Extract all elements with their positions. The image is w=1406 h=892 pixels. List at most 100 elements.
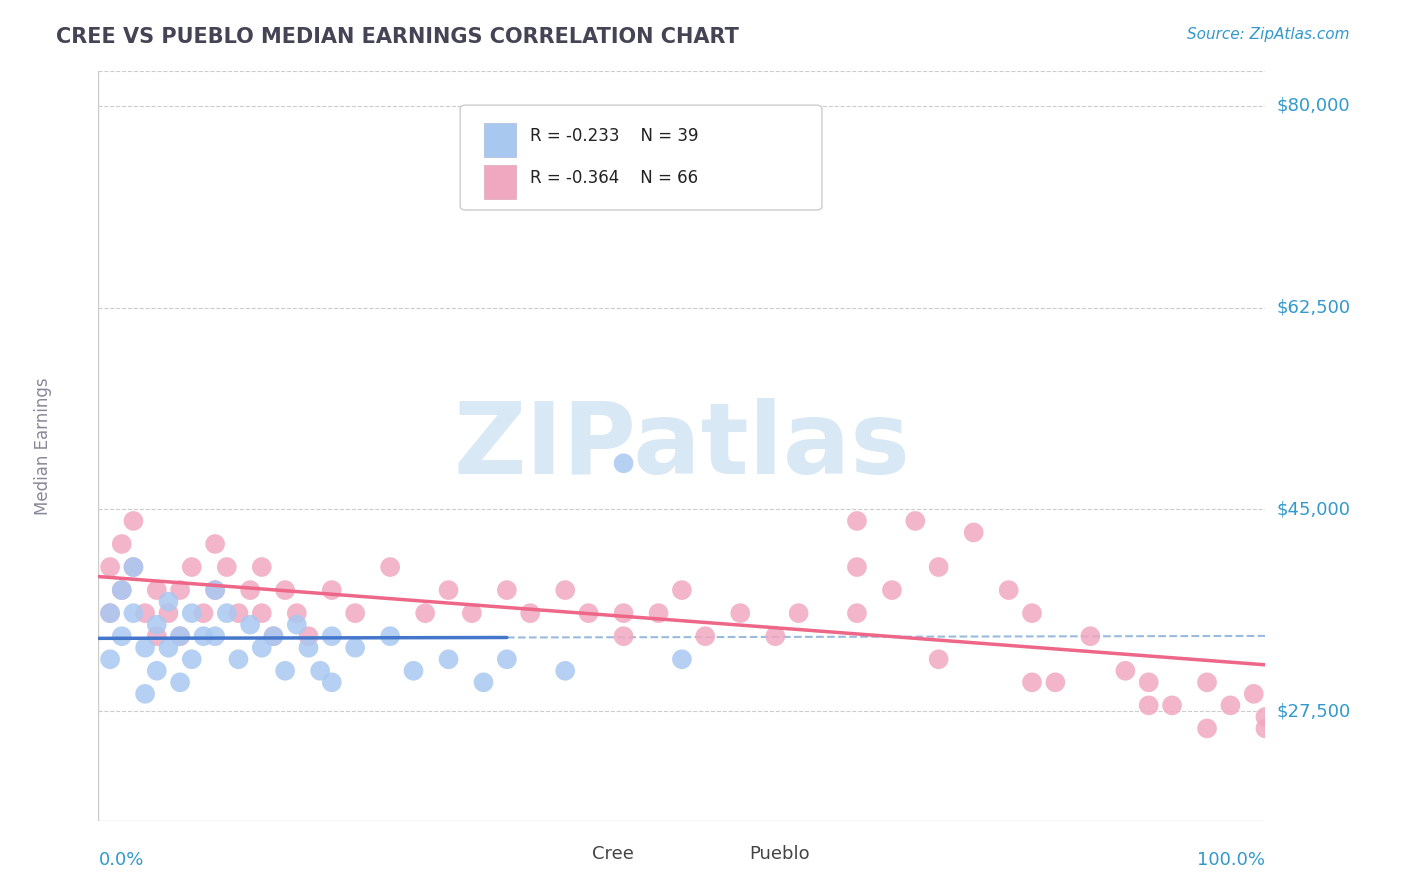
Text: 0.0%: 0.0% (98, 851, 143, 869)
Text: CREE VS PUEBLO MEDIAN EARNINGS CORRELATION CHART: CREE VS PUEBLO MEDIAN EARNINGS CORRELATI… (56, 27, 740, 46)
Point (763, 629, 786, 643)
Point (496, 583, 519, 598)
FancyBboxPatch shape (484, 123, 516, 157)
Point (204, 583, 226, 598)
Point (297, 629, 319, 643)
Point (671, 583, 693, 598)
Point (413, 606, 436, 620)
Point (239, 617, 262, 632)
FancyBboxPatch shape (484, 165, 516, 199)
Point (146, 617, 169, 632)
Point (98, 606, 121, 620)
Point (1197, 675, 1219, 690)
Point (612, 606, 634, 620)
Point (1080, 629, 1102, 643)
Text: $80,000: $80,000 (1277, 97, 1350, 115)
Point (380, 560, 402, 574)
Point (250, 640, 273, 655)
Text: Cree: Cree (592, 846, 634, 863)
Point (519, 606, 541, 620)
Point (437, 583, 460, 598)
Point (647, 606, 669, 620)
Point (671, 652, 693, 666)
Point (496, 652, 519, 666)
Point (250, 560, 273, 574)
FancyBboxPatch shape (717, 845, 742, 871)
Point (380, 629, 402, 643)
Point (461, 606, 484, 620)
Point (98, 606, 121, 620)
Point (98, 652, 121, 666)
Point (111, 537, 134, 551)
Point (274, 583, 297, 598)
Point (730, 606, 752, 620)
Point (134, 606, 156, 620)
Point (1243, 687, 1265, 701)
Point (111, 629, 134, 643)
Point (928, 652, 950, 666)
Point (228, 652, 250, 666)
Point (1137, 675, 1160, 690)
Point (1161, 698, 1184, 713)
Point (274, 664, 297, 678)
Text: 100.0%: 100.0% (1198, 851, 1265, 869)
Point (1045, 675, 1067, 690)
Point (297, 640, 319, 655)
Point (321, 675, 343, 690)
Point (472, 675, 495, 690)
Point (554, 583, 576, 598)
Point (134, 640, 156, 655)
Point (1114, 664, 1136, 678)
FancyBboxPatch shape (560, 845, 585, 871)
Point (215, 606, 238, 620)
Point (262, 629, 284, 643)
Point (134, 687, 156, 701)
Text: $45,000: $45,000 (1277, 500, 1351, 518)
Point (157, 594, 180, 608)
Point (285, 617, 308, 632)
Point (146, 583, 169, 598)
Point (846, 560, 869, 574)
Point (157, 606, 180, 620)
Point (1219, 698, 1241, 713)
Point (928, 560, 950, 574)
Point (262, 629, 284, 643)
Point (228, 606, 250, 620)
Point (169, 675, 191, 690)
Point (402, 664, 425, 678)
Point (215, 560, 238, 574)
Point (146, 629, 169, 643)
Point (578, 606, 600, 620)
Point (122, 560, 145, 574)
Point (1254, 722, 1277, 736)
Point (1021, 606, 1043, 620)
Point (169, 629, 191, 643)
Text: R = -0.364    N = 66: R = -0.364 N = 66 (530, 169, 699, 187)
Point (997, 583, 1019, 598)
Point (612, 456, 634, 470)
Point (169, 583, 191, 598)
Point (846, 606, 869, 620)
Point (787, 606, 810, 620)
Point (204, 629, 226, 643)
Point (904, 514, 927, 528)
Point (309, 664, 332, 678)
Point (157, 640, 180, 655)
Point (695, 629, 717, 643)
Point (321, 583, 343, 598)
Point (122, 560, 145, 574)
Point (180, 652, 202, 666)
Point (250, 606, 273, 620)
Point (111, 583, 134, 598)
Point (193, 629, 215, 643)
Point (612, 629, 634, 643)
Text: ZIPatlas: ZIPatlas (454, 398, 910, 494)
Point (846, 514, 869, 528)
Text: $62,500: $62,500 (1277, 299, 1351, 317)
Point (880, 583, 903, 598)
Point (180, 606, 202, 620)
Point (1254, 710, 1277, 724)
Point (111, 583, 134, 598)
Text: Median Earnings: Median Earnings (34, 377, 52, 515)
Point (344, 640, 367, 655)
